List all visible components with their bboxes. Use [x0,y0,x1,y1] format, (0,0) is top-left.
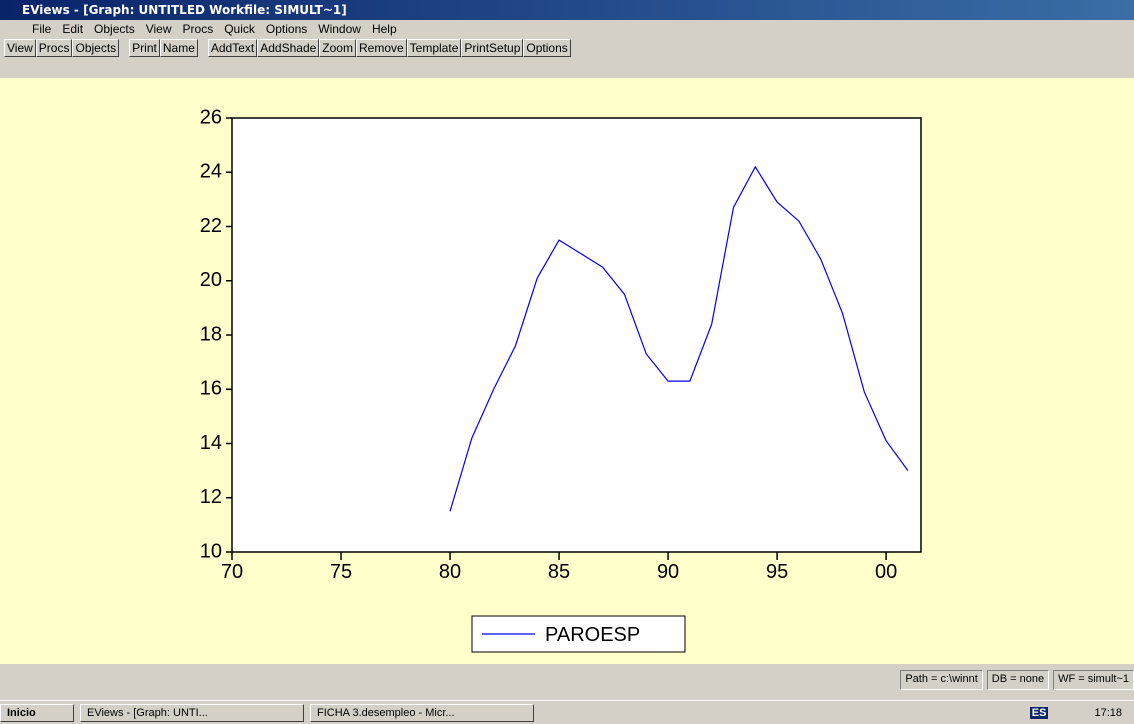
chart: 10 12 14 16 18 20 22 24 26 70 75 80 85 90 95 00 PAROESP [0,0,1134,724]
x-tick-label: 80 [439,561,461,583]
y-tick-label: 26 [200,106,222,128]
y-tick-label: 24 [200,161,222,183]
y-tick-label: 14 [200,432,222,454]
x-tick-label: 70 [221,561,243,583]
y-tick-label: 22 [200,215,222,237]
x-tick-label: 75 [330,561,352,583]
x-tick-label: 90 [657,561,679,583]
y-tick-label: 20 [200,269,222,291]
y-tick-label: 10 [200,540,222,562]
y-tick-label: 18 [200,323,222,345]
legend-label: PAROESP [545,624,640,646]
y-tick-label: 16 [200,378,222,400]
y-tick-label: 12 [200,486,222,508]
x-tick-label: 00 [875,561,897,583]
plot-area [232,118,921,552]
x-tick-label: 95 [766,561,788,583]
screen: EViews - [Graph: UNTITLED Workfile: SIMU… [0,0,1134,724]
x-tick-label: 85 [548,561,570,583]
